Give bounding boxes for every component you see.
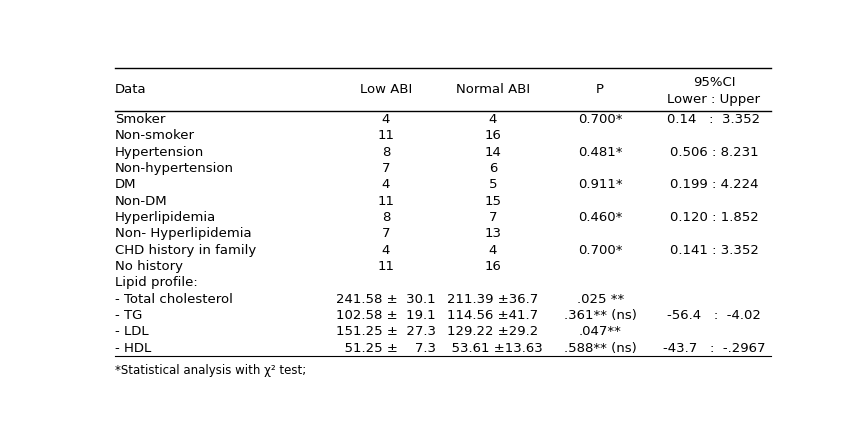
Text: 0.506 : 8.231: 0.506 : 8.231 — [670, 145, 759, 159]
Text: DM: DM — [115, 178, 137, 191]
Text: 0.911*: 0.911* — [578, 178, 622, 191]
Text: 5: 5 — [489, 178, 498, 191]
Text: 8: 8 — [382, 145, 390, 159]
Text: - LDL: - LDL — [115, 325, 149, 338]
Text: 0.700*: 0.700* — [578, 243, 622, 257]
Text: 0.141 : 3.352: 0.141 : 3.352 — [670, 243, 759, 257]
Text: 6: 6 — [489, 162, 497, 175]
Text: 13: 13 — [485, 227, 501, 240]
Text: -43.7   :  -.2967: -43.7 : -.2967 — [663, 341, 766, 355]
Text: 4: 4 — [382, 178, 390, 191]
Text: 53.61 ±13.63: 53.61 ±13.63 — [443, 341, 543, 355]
Text: 51.25 ±    7.3: 51.25 ± 7.3 — [336, 341, 435, 355]
Text: Non-DM: Non-DM — [115, 194, 168, 208]
Text: Normal ABI: Normal ABI — [456, 83, 530, 96]
Text: 7: 7 — [489, 211, 498, 224]
Text: Smoker: Smoker — [115, 113, 165, 126]
Text: 0.481*: 0.481* — [578, 145, 622, 159]
Text: Lipid profile:: Lipid profile: — [115, 276, 198, 289]
Text: 0.700*: 0.700* — [578, 113, 622, 126]
Text: Hypertension: Hypertension — [115, 145, 204, 159]
Text: 151.25 ±  27.3: 151.25 ± 27.3 — [336, 325, 435, 338]
Text: .047**: .047** — [579, 325, 621, 338]
Text: 0.120 : 1.852: 0.120 : 1.852 — [670, 211, 759, 224]
Text: 4: 4 — [382, 243, 390, 257]
Text: 7: 7 — [382, 227, 391, 240]
Text: - TG: - TG — [115, 309, 142, 322]
Text: .025 **: .025 ** — [576, 292, 624, 306]
Text: 8: 8 — [382, 211, 390, 224]
Text: Non- Hyperlipidemia: Non- Hyperlipidemia — [115, 227, 251, 240]
Text: 16: 16 — [485, 129, 501, 142]
Text: 4: 4 — [489, 243, 497, 257]
Text: 15: 15 — [485, 194, 501, 208]
Text: 4: 4 — [489, 113, 497, 126]
Text: 95%CI: 95%CI — [693, 76, 735, 89]
Text: 114.56 ±41.7: 114.56 ±41.7 — [448, 309, 538, 322]
Text: 102.58 ±  19.1: 102.58 ± 19.1 — [336, 309, 435, 322]
Text: Hyperlipidemia: Hyperlipidemia — [115, 211, 216, 224]
Text: -56.4   :  -4.02: -56.4 : -4.02 — [667, 309, 761, 322]
Text: .361** (ns): .361** (ns) — [563, 309, 637, 322]
Text: 4: 4 — [382, 113, 390, 126]
Text: Non-hypertension: Non-hypertension — [115, 162, 233, 175]
Text: 14: 14 — [485, 145, 501, 159]
Text: 241.58 ±  30.1: 241.58 ± 30.1 — [336, 292, 435, 306]
Text: Lower : Upper: Lower : Upper — [668, 93, 760, 106]
Text: - HDL: - HDL — [115, 341, 151, 355]
Text: P: P — [596, 83, 604, 96]
Text: 11: 11 — [378, 194, 394, 208]
Text: 7: 7 — [382, 162, 391, 175]
Text: CHD history in family: CHD history in family — [115, 243, 256, 257]
Text: 0.460*: 0.460* — [578, 211, 622, 224]
Text: .588** (ns): .588** (ns) — [564, 341, 637, 355]
Text: - Total cholesterol: - Total cholesterol — [115, 292, 232, 306]
Text: 0.199 : 4.224: 0.199 : 4.224 — [670, 178, 759, 191]
Text: 11: 11 — [378, 260, 394, 273]
Text: No history: No history — [115, 260, 182, 273]
Text: 211.39 ±36.7: 211.39 ±36.7 — [448, 292, 538, 306]
Text: 16: 16 — [485, 260, 501, 273]
Text: 129.22 ±29.2: 129.22 ±29.2 — [448, 325, 538, 338]
Text: 11: 11 — [378, 129, 394, 142]
Text: Low ABI: Low ABI — [359, 83, 412, 96]
Text: Non-smoker: Non-smoker — [115, 129, 194, 142]
Text: 0.14   :  3.352: 0.14 : 3.352 — [667, 113, 760, 126]
Text: Data: Data — [115, 83, 146, 96]
Text: *Statistical analysis with χ² test;: *Statistical analysis with χ² test; — [115, 365, 306, 378]
